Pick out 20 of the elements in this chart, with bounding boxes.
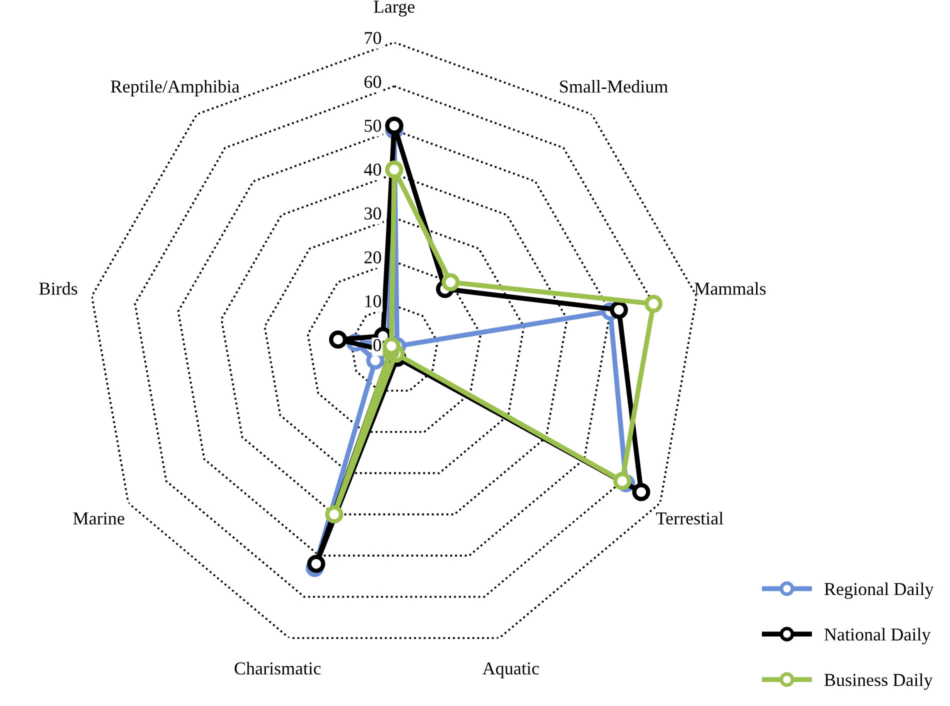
legend-label: Business Daily <box>824 673 933 690</box>
y-tick-label: 20 <box>364 251 382 264</box>
spoke-label: Aquatic <box>482 662 539 678</box>
y-tick-label: 60 <box>364 76 382 88</box>
y-tick-label: 0 <box>373 339 382 352</box>
spoke-label: Charismatic <box>234 662 321 675</box>
y-tick-label: 30 <box>364 207 382 220</box>
spoke-label: Large <box>374 0 415 17</box>
y-tick-label: 50 <box>364 120 382 132</box>
legend-label: Regional Daily <box>824 582 934 599</box>
y-tick-label: 40 <box>364 164 382 176</box>
spoke-label: Mammals <box>694 282 766 295</box>
spoke-label: Small-Medium <box>560 80 668 93</box>
spoke-label: Terrestial <box>656 512 724 525</box>
y-tick-label: 10 <box>365 295 382 308</box>
spoke-label: Birds <box>39 282 78 295</box>
spoke-label: Marine <box>73 512 124 525</box>
y-tick-label: 70 <box>364 32 382 44</box>
spoke-label: Reptile/Amphibia <box>110 80 240 96</box>
legend-label: National Daily <box>824 628 931 644</box>
